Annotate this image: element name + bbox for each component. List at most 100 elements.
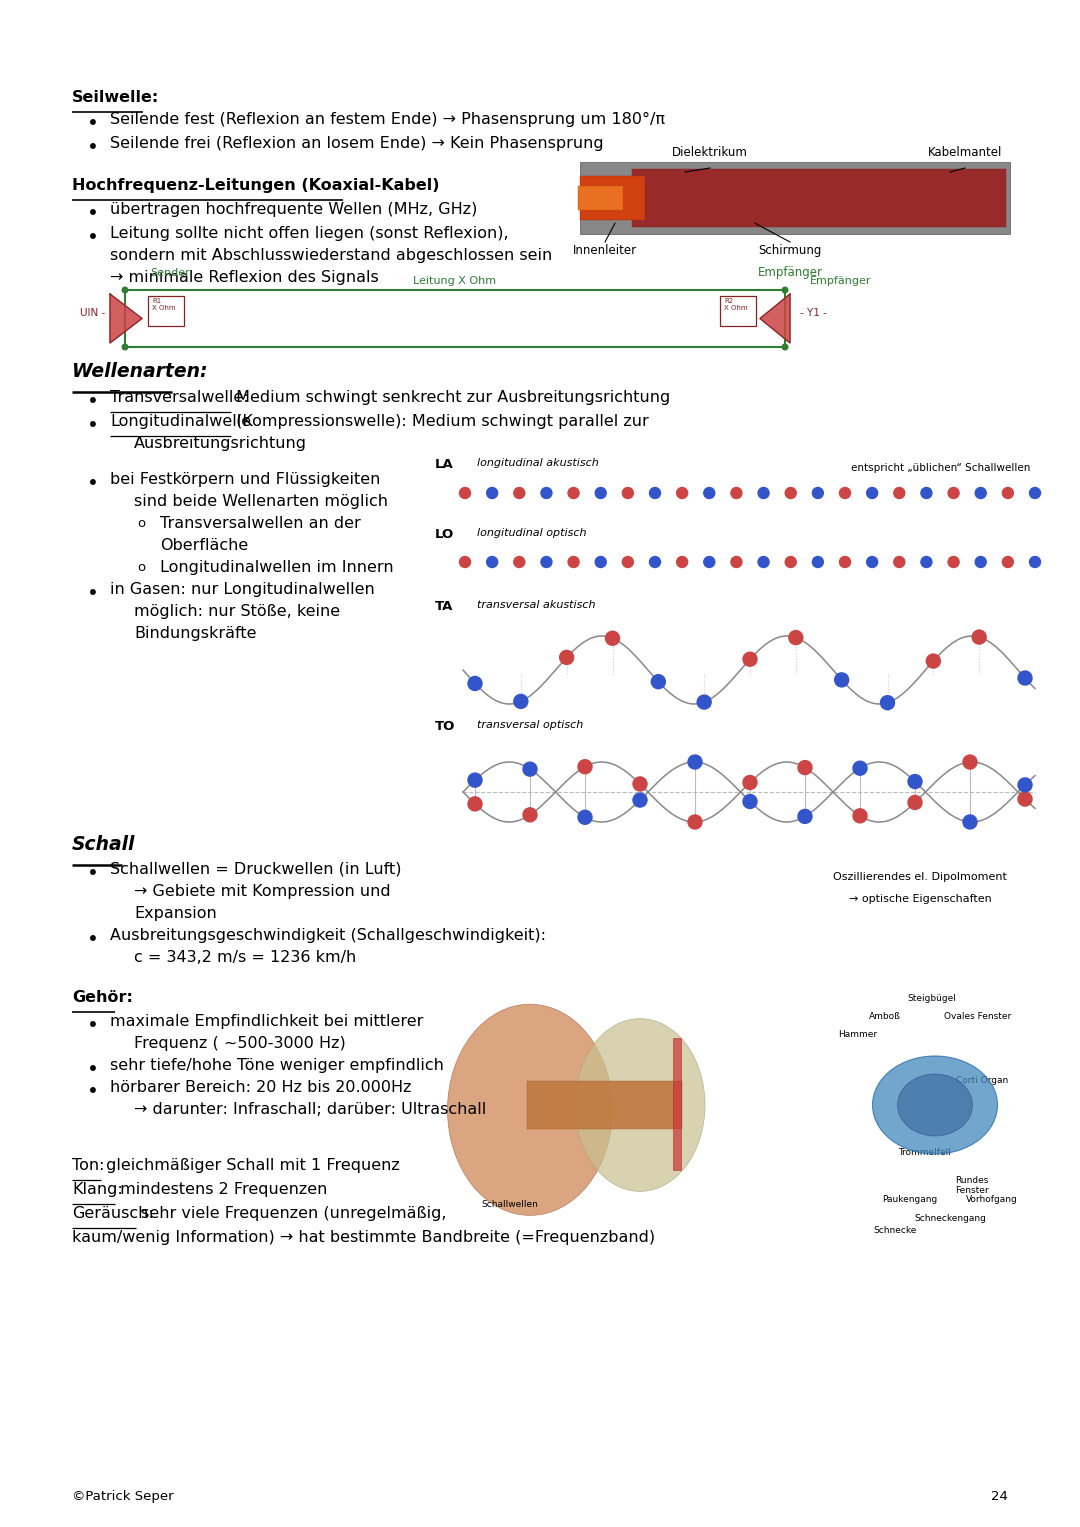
Text: Schallwellen: Schallwellen xyxy=(482,1200,539,1209)
Text: möglich: nur Stöße, keine: möglich: nur Stöße, keine xyxy=(134,605,340,618)
Text: Seilende frei (Reflexion an losem Ende) → Kein Phasensprung: Seilende frei (Reflexion an losem Ende) … xyxy=(110,136,604,151)
Circle shape xyxy=(798,760,812,774)
Bar xyxy=(148,296,184,325)
Text: •: • xyxy=(87,473,99,493)
Ellipse shape xyxy=(575,1019,705,1191)
Circle shape xyxy=(459,556,471,568)
Text: → minimale Reflexion des Signals: → minimale Reflexion des Signals xyxy=(110,270,379,286)
Circle shape xyxy=(839,556,851,568)
Circle shape xyxy=(972,631,986,644)
Text: Hochfrequenz-Leitungen (Koaxial-Kabel): Hochfrequenz-Leitungen (Koaxial-Kabel) xyxy=(72,179,440,192)
Text: Schallwellen = Druckwellen (in Luft): Schallwellen = Druckwellen (in Luft) xyxy=(110,863,402,876)
Circle shape xyxy=(785,487,796,498)
Text: sehr viele Frequenzen (unregelmäßig,: sehr viele Frequenzen (unregelmäßig, xyxy=(136,1206,447,1222)
Circle shape xyxy=(785,556,796,568)
Circle shape xyxy=(743,652,757,666)
Text: Oberfläche: Oberfläche xyxy=(160,538,248,553)
Circle shape xyxy=(559,651,573,664)
Polygon shape xyxy=(110,295,141,344)
Circle shape xyxy=(853,809,867,823)
Circle shape xyxy=(975,556,986,568)
Text: TA: TA xyxy=(435,600,454,612)
Circle shape xyxy=(812,556,823,568)
Text: Trommelfell: Trommelfell xyxy=(899,1148,951,1157)
Circle shape xyxy=(812,487,823,498)
Circle shape xyxy=(649,487,661,498)
Text: Vorhofgang: Vorhofgang xyxy=(967,1196,1017,1203)
Text: Corti Organ: Corti Organ xyxy=(956,1077,1008,1086)
Text: Ton:: Ton: xyxy=(72,1157,105,1173)
Ellipse shape xyxy=(873,1057,998,1154)
Text: •: • xyxy=(87,228,99,247)
Circle shape xyxy=(743,776,757,789)
Text: Frequenz ( ~500-3000 Hz): Frequenz ( ~500-3000 Hz) xyxy=(134,1035,346,1051)
Circle shape xyxy=(894,487,905,498)
Text: Seilende fest (Reflexion an festem Ende) → Phasensprung um 180°/π: Seilende fest (Reflexion an festem Ende)… xyxy=(110,111,665,127)
Circle shape xyxy=(731,487,742,498)
Text: Paukengang: Paukengang xyxy=(882,1196,937,1203)
Circle shape xyxy=(1029,556,1040,568)
Bar xyxy=(720,296,756,325)
Text: Bindungskräfte: Bindungskräfte xyxy=(134,626,257,641)
Circle shape xyxy=(758,487,769,498)
Text: •: • xyxy=(87,115,99,133)
Circle shape xyxy=(468,773,482,786)
Bar xyxy=(580,162,1010,234)
Circle shape xyxy=(633,777,647,791)
Circle shape xyxy=(622,487,633,498)
Text: sondern mit Abschlusswiederstand abgeschlossen sein: sondern mit Abschlusswiederstand abgesch… xyxy=(110,247,552,263)
Text: Expansion: Expansion xyxy=(134,906,217,921)
Text: Empfänger: Empfänger xyxy=(757,266,823,279)
Text: Steigbügel: Steigbügel xyxy=(907,994,957,1003)
Text: Empfänger: Empfänger xyxy=(810,276,872,286)
Circle shape xyxy=(853,760,867,776)
Text: Longitudinalwelle: Longitudinalwelle xyxy=(110,414,252,429)
Circle shape xyxy=(1018,777,1032,793)
Circle shape xyxy=(595,556,606,568)
Text: Ausbreitungsrichtung: Ausbreitungsrichtung xyxy=(134,437,307,450)
Text: Schnecke: Schnecke xyxy=(874,1226,917,1235)
Text: Amboß: Amboß xyxy=(869,1012,901,1022)
Circle shape xyxy=(649,556,661,568)
Circle shape xyxy=(523,808,537,822)
Bar xyxy=(578,186,623,211)
Circle shape xyxy=(122,344,127,350)
Circle shape xyxy=(651,675,665,689)
Text: Kabelmantel: Kabelmantel xyxy=(928,147,1002,159)
Circle shape xyxy=(975,487,986,498)
Text: Oszillierendes el. Dipolmoment: Oszillierendes el. Dipolmoment xyxy=(833,872,1007,883)
Circle shape xyxy=(866,487,878,498)
Circle shape xyxy=(921,556,932,568)
Circle shape xyxy=(688,754,702,770)
Bar xyxy=(125,290,785,347)
Circle shape xyxy=(487,487,498,498)
Text: transversal akustisch: transversal akustisch xyxy=(477,600,595,609)
Bar xyxy=(673,1038,681,1170)
Text: TO: TO xyxy=(435,721,456,733)
Text: Transversalwelle:: Transversalwelle: xyxy=(110,389,248,405)
Text: → optische Eigenschaften: → optische Eigenschaften xyxy=(849,893,991,904)
Text: hörbarer Bereich: 20 Hz bis 20.000Hz: hörbarer Bereich: 20 Hz bis 20.000Hz xyxy=(110,1080,411,1095)
Circle shape xyxy=(908,774,922,788)
Circle shape xyxy=(541,487,552,498)
Text: •: • xyxy=(87,1015,99,1035)
Text: Seilwelle:: Seilwelle: xyxy=(72,90,159,105)
Circle shape xyxy=(459,487,471,498)
Circle shape xyxy=(633,793,647,808)
Circle shape xyxy=(487,556,498,568)
Text: übertragen hochfrequente Wellen (MHz, GHz): übertragen hochfrequente Wellen (MHz, GH… xyxy=(110,202,477,217)
Circle shape xyxy=(880,696,894,710)
Text: mindestens 2 Frequenzen: mindestens 2 Frequenzen xyxy=(114,1182,327,1197)
Text: sind beide Wellenarten möglich: sind beide Wellenarten möglich xyxy=(134,495,388,508)
Circle shape xyxy=(894,556,905,568)
Circle shape xyxy=(731,556,742,568)
Ellipse shape xyxy=(897,1073,972,1136)
Circle shape xyxy=(698,695,711,709)
Text: Innenleiter: Innenleiter xyxy=(572,244,637,257)
Text: in Gasen: nur Longitudinalwellen: in Gasen: nur Longitudinalwellen xyxy=(110,582,375,597)
Text: sehr tiefe/hohe Töne weniger empfindlich: sehr tiefe/hohe Töne weniger empfindlich xyxy=(110,1058,444,1073)
Text: Longitudinalwellen im Innern: Longitudinalwellen im Innern xyxy=(160,560,393,576)
Text: •: • xyxy=(87,583,99,603)
Text: Medium schwingt senkrecht zur Ausbreitungsrichtung: Medium schwingt senkrecht zur Ausbreitun… xyxy=(231,389,671,405)
Circle shape xyxy=(1002,487,1013,498)
